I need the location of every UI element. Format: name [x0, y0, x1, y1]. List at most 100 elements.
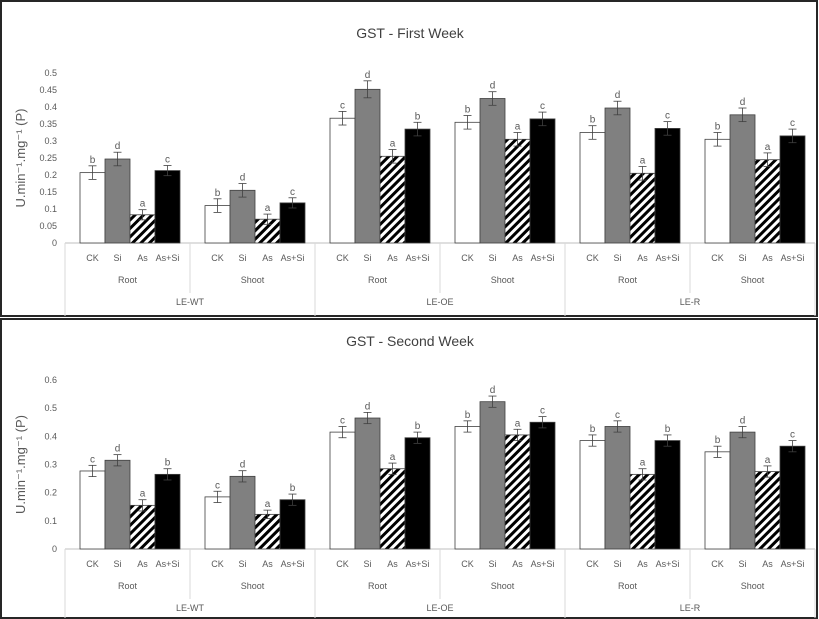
bar: [604, 107, 631, 244]
y-tick-label: 0: [52, 238, 57, 248]
significance-letter: c: [290, 187, 295, 198]
bar: [779, 135, 806, 244]
y-tick-label: 0.1: [44, 204, 57, 214]
tissue-label: Shoot: [741, 275, 765, 285]
category-label: CK: [86, 559, 99, 569]
category-label: As: [637, 559, 648, 569]
line-label: LE-WT: [176, 297, 205, 307]
category-label: As: [387, 253, 398, 263]
significance-letter: b: [290, 483, 296, 494]
category-label: As: [512, 253, 523, 263]
bar: [654, 128, 681, 244]
bar: [579, 440, 606, 550]
category-label: Si: [488, 253, 496, 263]
category-label: As: [137, 253, 148, 263]
bar: [754, 471, 781, 550]
bar: [754, 159, 781, 244]
significance-letter: a: [515, 418, 521, 429]
tissue-label: Root: [368, 275, 388, 285]
significance-letter: c: [790, 118, 795, 129]
category-label: Si: [238, 559, 246, 569]
y-tick-label: 0.3: [44, 136, 57, 146]
bar: [579, 132, 606, 244]
category-label: As+Si: [406, 559, 430, 569]
category-label: As+Si: [281, 253, 305, 263]
bar: [404, 437, 431, 550]
category-label: As: [137, 559, 148, 569]
bar: [79, 172, 106, 244]
category-label: CK: [336, 253, 349, 263]
category-label: As+Si: [656, 559, 680, 569]
category-label: Si: [363, 253, 371, 263]
significance-letter: b: [715, 122, 721, 133]
tissue-label: Root: [618, 581, 638, 591]
significance-letter: b: [465, 105, 471, 116]
significance-letter: c: [215, 480, 220, 491]
significance-letter: d: [365, 401, 371, 412]
significance-letter: a: [140, 489, 146, 500]
category-label: As+Si: [281, 559, 305, 569]
significance-letter: d: [365, 70, 371, 81]
bar: [379, 468, 406, 550]
significance-letter: a: [265, 203, 271, 214]
significance-letter: c: [615, 410, 620, 421]
y-tick-label: 0.2: [44, 170, 57, 180]
significance-letter: d: [115, 444, 121, 455]
y-tick-label: 0.35: [39, 119, 57, 129]
tissue-label: Shoot: [491, 275, 515, 285]
significance-letter: c: [665, 111, 670, 122]
significance-letter: b: [590, 424, 596, 435]
category-label: Si: [738, 559, 746, 569]
tissue-label: Shoot: [741, 581, 765, 591]
bar: [479, 401, 506, 550]
bar: [479, 98, 506, 244]
category-label: CK: [86, 253, 99, 263]
significance-letter: b: [715, 435, 721, 446]
tissue-label: Root: [618, 275, 638, 285]
bar: [279, 202, 306, 244]
bar: [104, 459, 131, 550]
bar: [279, 499, 306, 550]
significance-letter: b: [415, 111, 421, 122]
category-label: As+Si: [156, 559, 180, 569]
bar: [354, 88, 381, 244]
line-label: LE-OE: [426, 603, 453, 613]
significance-letter: b: [665, 424, 671, 435]
bar: [504, 434, 531, 550]
category-label: As: [262, 559, 273, 569]
tissue-label: Root: [118, 275, 138, 285]
significance-letter: b: [165, 458, 171, 469]
category-label: Si: [363, 559, 371, 569]
category-label: As+Si: [531, 559, 555, 569]
category-label: Si: [113, 559, 121, 569]
tissue-label: Root: [368, 581, 388, 591]
category-label: As: [512, 559, 523, 569]
category-label: As: [637, 253, 648, 263]
bar: [604, 426, 631, 550]
significance-letter: d: [490, 81, 496, 92]
significance-letter: a: [140, 199, 146, 210]
significance-letter: b: [215, 188, 221, 199]
category-label: Si: [613, 559, 621, 569]
significance-letter: a: [640, 458, 646, 469]
bar: [404, 128, 431, 244]
bar: [729, 114, 756, 244]
significance-letter: d: [490, 385, 496, 396]
significance-letter: a: [390, 139, 396, 150]
bar: [154, 170, 181, 244]
bar: [204, 496, 231, 550]
y-axis-label: U.min⁻¹.mg⁻¹ (P): [13, 415, 28, 514]
bar: [104, 158, 131, 244]
tissue-label: Shoot: [241, 581, 265, 591]
bar: [79, 470, 106, 550]
y-tick-label: 0: [52, 544, 57, 554]
significance-letter: d: [240, 460, 246, 471]
bar: [154, 473, 181, 550]
significance-letter: a: [765, 142, 771, 153]
significance-letter: a: [515, 122, 521, 133]
y-tick-label: 0.4: [44, 431, 57, 441]
y-tick-label: 0.5: [44, 403, 57, 413]
category-label: Si: [613, 253, 621, 263]
category-label: As+Si: [406, 253, 430, 263]
